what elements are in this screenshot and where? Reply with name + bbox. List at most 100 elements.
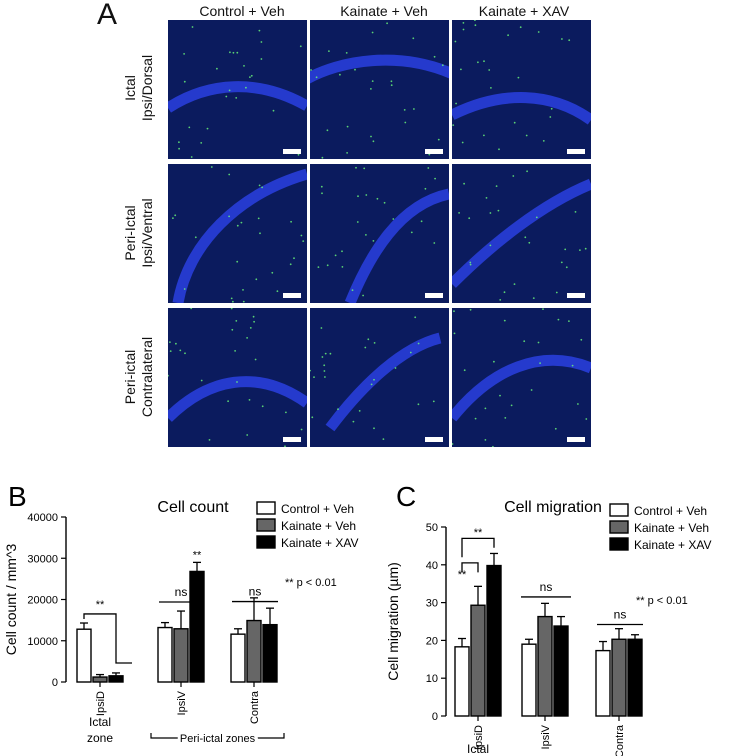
row-label-ictal-dorsal: Ictal Ipsi/Dorsal — [122, 28, 156, 148]
significance-stars: ** — [458, 569, 467, 581]
scale-bar — [425, 437, 443, 442]
row-label-periictal-ventral: Peri-Ictal Ipsi/Ventral — [122, 173, 156, 293]
bar — [173, 628, 189, 683]
legend-swatch — [609, 537, 629, 551]
bar — [189, 570, 205, 683]
bar — [521, 643, 537, 717]
ns-label: ns — [614, 608, 627, 622]
cell-migration-chart: C Cell migration 0 10 20 30 40 50 Cell migration… — [385, 481, 712, 756]
zone-group-label: Peri-ictal zones — [180, 733, 256, 745]
x-tick-label: Contra — [614, 724, 626, 756]
bar — [486, 564, 502, 717]
micrograph-r3-c3 — [452, 308, 591, 447]
scale-bar — [283, 293, 301, 298]
scale-bar — [567, 437, 585, 442]
legend-label: Control + Veh — [634, 504, 707, 518]
significance-bracket — [83, 613, 132, 664]
legend-swatch — [609, 520, 629, 534]
zone-label-line2: zone — [87, 731, 113, 745]
chart-title: Cell migration — [504, 499, 602, 516]
panel-letter: C — [396, 481, 416, 512]
row-label-line2: Ipsi/Ventral — [139, 198, 155, 268]
bar — [262, 623, 278, 683]
bar — [627, 638, 643, 717]
bar — [470, 604, 486, 717]
y-axis-label: Cell migration (µm) — [385, 562, 401, 681]
panel-letter: B — [8, 481, 27, 512]
bar — [537, 615, 553, 717]
y-tick-label: 40000 — [27, 512, 58, 524]
bar — [157, 626, 173, 683]
row-label-periictal-contralateral: Peri-ictal Contralateral — [122, 317, 156, 437]
micrograph-r3-c2 — [310, 308, 449, 447]
row-label-line1: Peri-Ictal — [122, 205, 138, 261]
legend-label: Kainate + XAV — [634, 538, 712, 552]
y-tick-label: 50 — [426, 522, 438, 534]
y-tick-label: 0 — [432, 711, 438, 723]
column-header-kainate-veh: Kainate + Veh — [340, 3, 428, 19]
legend-swatch — [609, 503, 629, 517]
p-value-note: ** p < 0.01 — [285, 577, 337, 589]
bar — [108, 675, 124, 683]
cell-count-chart: B Cell count 0 10000 20000 30000 40000 Cell cou… — [3, 481, 359, 748]
micrograph-r1-c3 — [452, 20, 591, 159]
significance-stars: ** — [193, 549, 202, 561]
scale-bar — [425, 293, 443, 298]
micrograph-r1-c1 — [168, 20, 307, 159]
legend-label: Control + Veh — [281, 502, 354, 516]
significance-bracket — [461, 537, 495, 558]
bar — [76, 628, 92, 683]
significance-stars: ** — [474, 527, 483, 539]
row-label-line2: Contralateral — [139, 336, 155, 418]
bar — [246, 619, 262, 683]
bar — [553, 625, 569, 717]
legend-swatch — [256, 518, 276, 532]
legend-swatch — [256, 501, 276, 515]
y-tick-label: 20000 — [27, 595, 58, 607]
chart-title: Cell count — [157, 499, 229, 516]
bar — [595, 649, 611, 717]
x-tick-label: IpsiV — [540, 724, 552, 749]
scale-bar — [283, 437, 301, 442]
significance-bracket — [461, 562, 479, 573]
y-tick-label: 20 — [426, 635, 438, 647]
x-tick-label: Contra — [249, 690, 261, 724]
micrograph-r2-c3 — [452, 164, 591, 303]
y-tick-label: 40 — [426, 560, 438, 572]
row-label-line1: Ictal — [122, 75, 138, 101]
column-header-kainate-xav: Kainate + XAV — [478, 3, 570, 19]
micrograph-r2-c2 — [310, 164, 449, 303]
scale-bar — [567, 149, 585, 154]
row-label-line2: Ipsi/Dorsal — [139, 54, 155, 122]
scale-bar — [567, 293, 585, 298]
zone-label-line1: Ictal — [467, 742, 489, 756]
ns-label: ns — [249, 585, 262, 599]
y-axis-label: Cell count / mm^3 — [3, 543, 19, 655]
panel-a-letter: A — [97, 0, 118, 31]
column-header-control-veh: Control + Veh — [199, 3, 285, 19]
legend-swatch — [256, 535, 276, 549]
legend-label: Kainate + Veh — [634, 521, 709, 535]
legend-label: Kainate + XAV — [281, 536, 359, 550]
row-label-line1: Peri-ictal — [122, 349, 138, 405]
micrograph-r3-c1 — [168, 308, 307, 447]
scale-bar — [283, 149, 301, 154]
ns-label: ns — [540, 580, 553, 594]
micrograph-r1-c2 — [310, 20, 449, 159]
x-tick-label: IpsiD — [95, 691, 107, 716]
y-tick-label: 0 — [52, 677, 58, 689]
bar — [230, 633, 246, 683]
bar — [611, 638, 627, 717]
zone-label-line1: Ictal — [89, 715, 111, 729]
bar — [454, 646, 470, 717]
bar — [92, 676, 108, 683]
y-tick-label: 30000 — [27, 553, 58, 565]
significance-stars: ** — [96, 599, 105, 611]
zone-bracket — [150, 733, 285, 739]
legend-label: Kainate + Veh — [281, 519, 356, 533]
p-value-note: ** p < 0.01 — [636, 595, 688, 607]
scale-bar — [425, 149, 443, 154]
ns-label: ns — [175, 585, 188, 599]
x-tick-label: IpsiD — [473, 725, 485, 750]
y-tick-label: 10000 — [27, 636, 58, 648]
